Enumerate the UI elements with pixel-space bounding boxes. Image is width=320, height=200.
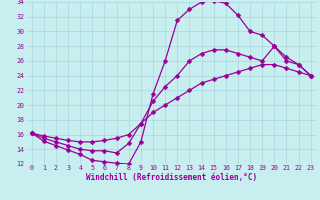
- X-axis label: Windchill (Refroidissement éolien,°C): Windchill (Refroidissement éolien,°C): [86, 173, 257, 182]
